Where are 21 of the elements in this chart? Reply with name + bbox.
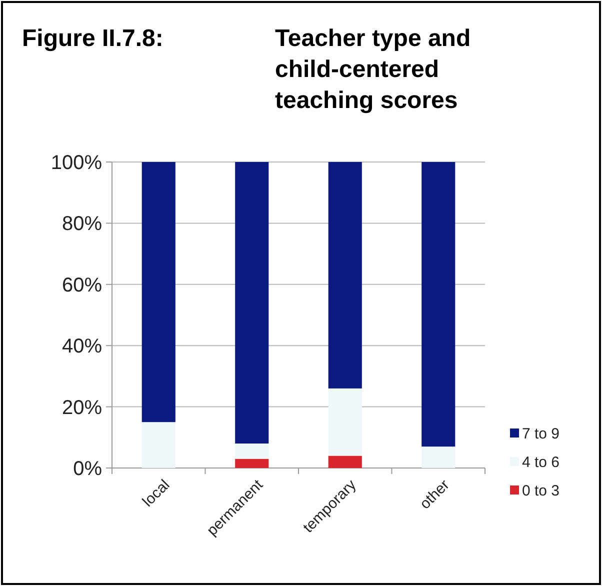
bar	[142, 162, 176, 422]
bar	[235, 162, 269, 444]
bar	[328, 388, 362, 456]
chart-subtitle: Teacher type and child-centered teaching scores	[275, 25, 471, 114]
bar	[328, 456, 362, 468]
chart-title: Figure II.7.8:	[22, 25, 164, 52]
y-tick-label: 40%	[62, 336, 102, 358]
bar	[422, 446, 456, 468]
y-tick-label: 20%	[62, 396, 102, 419]
bar	[235, 458, 269, 468]
legend-label: 0 to 3	[522, 482, 560, 500]
bar	[328, 162, 362, 388]
bar	[422, 162, 456, 447]
legend-label: 4 to 6	[522, 454, 560, 471]
bar	[235, 444, 269, 459]
y-tick-label: 60%	[62, 274, 102, 296]
bar	[142, 422, 176, 468]
y-tick-label: 0%	[73, 458, 102, 480]
legend-label: 7 to 9	[522, 425, 560, 442]
y-tick-label: 100%	[50, 152, 102, 174]
y-tick-label: 80%	[62, 213, 102, 236]
